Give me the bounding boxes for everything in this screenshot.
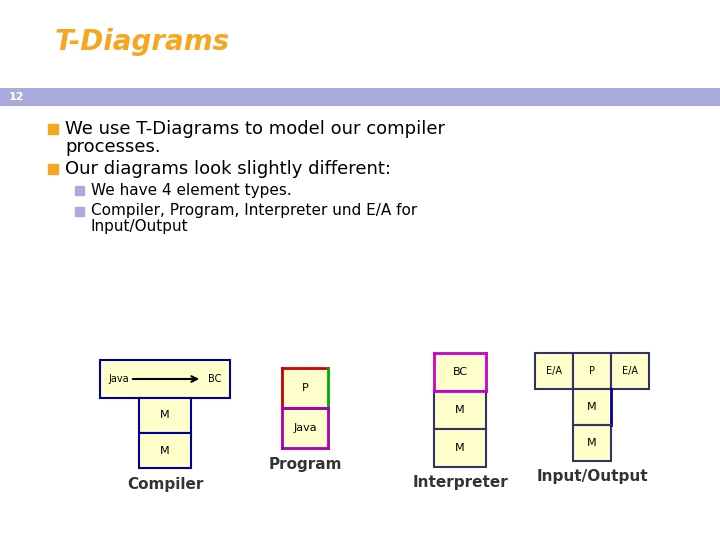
Text: M: M — [160, 446, 170, 456]
Text: Program: Program — [269, 456, 342, 471]
Bar — [535, 353, 573, 389]
Bar — [611, 353, 649, 389]
Bar — [573, 389, 611, 425]
Bar — [282, 408, 328, 448]
Text: Java: Java — [293, 423, 317, 433]
Text: BC: BC — [452, 367, 467, 377]
Text: P: P — [302, 383, 308, 393]
Text: M: M — [588, 438, 597, 448]
Text: Java: Java — [108, 374, 129, 384]
Bar — [48, 164, 58, 174]
Bar — [139, 433, 191, 468]
Text: Compiler: Compiler — [127, 476, 203, 491]
Bar — [573, 353, 611, 389]
Text: M: M — [455, 405, 465, 415]
Text: M: M — [160, 410, 170, 421]
Text: Interpreter: Interpreter — [412, 476, 508, 490]
Bar — [75, 207, 84, 216]
Bar — [434, 353, 486, 391]
Text: T-Diagrams: T-Diagrams — [55, 28, 230, 56]
Bar — [282, 368, 328, 408]
Text: Compiler, Program, Interpreter und E/A for: Compiler, Program, Interpreter und E/A f… — [91, 204, 418, 219]
Text: Our diagrams look slightly different:: Our diagrams look slightly different: — [65, 160, 391, 178]
Text: E/A: E/A — [546, 366, 562, 376]
Bar — [139, 398, 191, 433]
Text: Input/Output: Input/Output — [536, 469, 648, 484]
Bar — [75, 186, 84, 195]
Bar — [434, 391, 486, 429]
Bar — [573, 425, 611, 461]
Text: E/A: E/A — [622, 366, 638, 376]
Text: Input/Output: Input/Output — [91, 219, 189, 234]
Bar — [434, 429, 486, 467]
Text: 12: 12 — [8, 92, 24, 102]
Bar — [32, 88, 720, 106]
Bar — [0, 88, 32, 106]
Text: M: M — [455, 443, 465, 453]
Text: We use T-Diagrams to model our compiler: We use T-Diagrams to model our compiler — [65, 120, 445, 138]
Text: processes.: processes. — [65, 138, 161, 156]
Bar — [100, 360, 230, 398]
Text: BC: BC — [208, 374, 221, 384]
Text: M: M — [588, 402, 597, 412]
Text: We have 4 element types.: We have 4 element types. — [91, 183, 292, 198]
Bar — [48, 124, 58, 134]
Text: P: P — [589, 366, 595, 376]
